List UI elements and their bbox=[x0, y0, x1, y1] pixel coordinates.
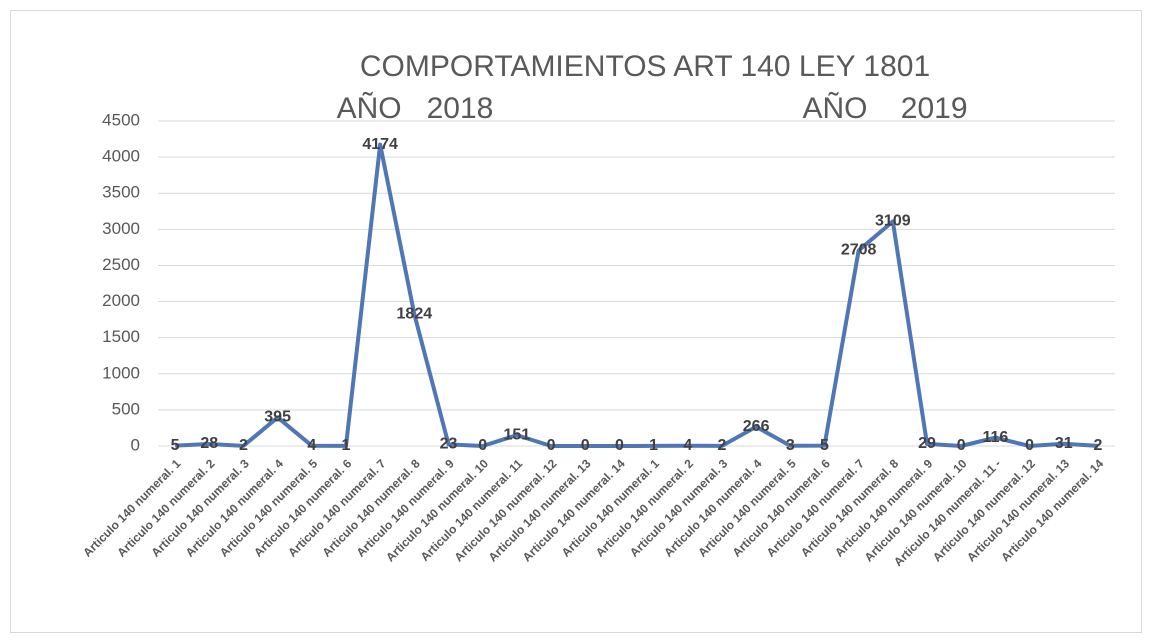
data-label: 5 bbox=[820, 437, 829, 454]
y-tick-label: 500 bbox=[112, 399, 140, 418]
data-label: 2 bbox=[1093, 437, 1102, 454]
line bbox=[174, 142, 1099, 448]
y-tick-label: 4000 bbox=[102, 147, 140, 166]
data-label: 4 bbox=[683, 437, 692, 454]
data-label: 151 bbox=[504, 426, 531, 443]
chart-border bbox=[10, 10, 1142, 633]
y-tick-label: 1000 bbox=[102, 363, 140, 382]
data-label: 0 bbox=[547, 437, 556, 454]
chart-title: COMPORTAMIENTOS ART 140 LEY 1801 bbox=[360, 50, 930, 83]
y-tick-label: 0 bbox=[131, 435, 140, 454]
data-label: 3109 bbox=[875, 213, 911, 230]
data-label: 0 bbox=[581, 437, 590, 454]
data-label: 29 bbox=[918, 435, 936, 452]
data-label: 3 bbox=[786, 437, 795, 454]
data-label: 2 bbox=[239, 437, 248, 454]
annotation: AÑO 2018 bbox=[337, 91, 494, 125]
data-label: 4174 bbox=[362, 136, 398, 153]
data-label: 395 bbox=[264, 409, 291, 426]
data-label: 0 bbox=[957, 437, 966, 454]
data-label: 1 bbox=[649, 437, 658, 454]
data-label: 4 bbox=[307, 437, 316, 454]
y-tick-label: 2500 bbox=[102, 255, 140, 274]
y-tick-label: 3000 bbox=[102, 219, 140, 238]
data-label: 5 bbox=[171, 437, 180, 454]
data-label: 1 bbox=[342, 437, 351, 454]
data-label: 0 bbox=[1025, 437, 1034, 454]
data-label: 0 bbox=[478, 437, 487, 454]
data-label: 116 bbox=[982, 429, 1008, 446]
data-label: 28 bbox=[200, 435, 218, 452]
y-tick-label: 1500 bbox=[102, 327, 140, 346]
annotation: AÑO 2019 bbox=[802, 91, 967, 125]
data-label: 2 bbox=[717, 437, 726, 454]
data-label: 266 bbox=[743, 418, 770, 435]
data-label: 23 bbox=[440, 436, 458, 453]
y-tick-label: 3500 bbox=[102, 183, 140, 202]
data-label: 1824 bbox=[397, 305, 433, 322]
data-label: 31 bbox=[1055, 435, 1073, 452]
y-tick-label: 2000 bbox=[102, 291, 140, 310]
data-label: 0 bbox=[615, 437, 624, 454]
data-label: 2708 bbox=[841, 242, 877, 259]
y-tick-label: 4500 bbox=[102, 110, 140, 129]
